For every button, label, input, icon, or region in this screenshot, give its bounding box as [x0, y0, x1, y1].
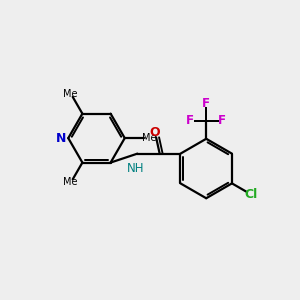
Text: F: F	[202, 97, 210, 110]
Text: F: F	[218, 115, 226, 128]
Text: Me: Me	[63, 89, 77, 99]
Text: NH: NH	[127, 162, 145, 175]
Text: Me: Me	[142, 133, 157, 143]
Text: O: O	[149, 126, 160, 139]
Text: Cl: Cl	[244, 188, 258, 201]
Text: Me: Me	[63, 177, 77, 187]
Text: F: F	[186, 115, 194, 128]
Text: N: N	[56, 132, 66, 145]
